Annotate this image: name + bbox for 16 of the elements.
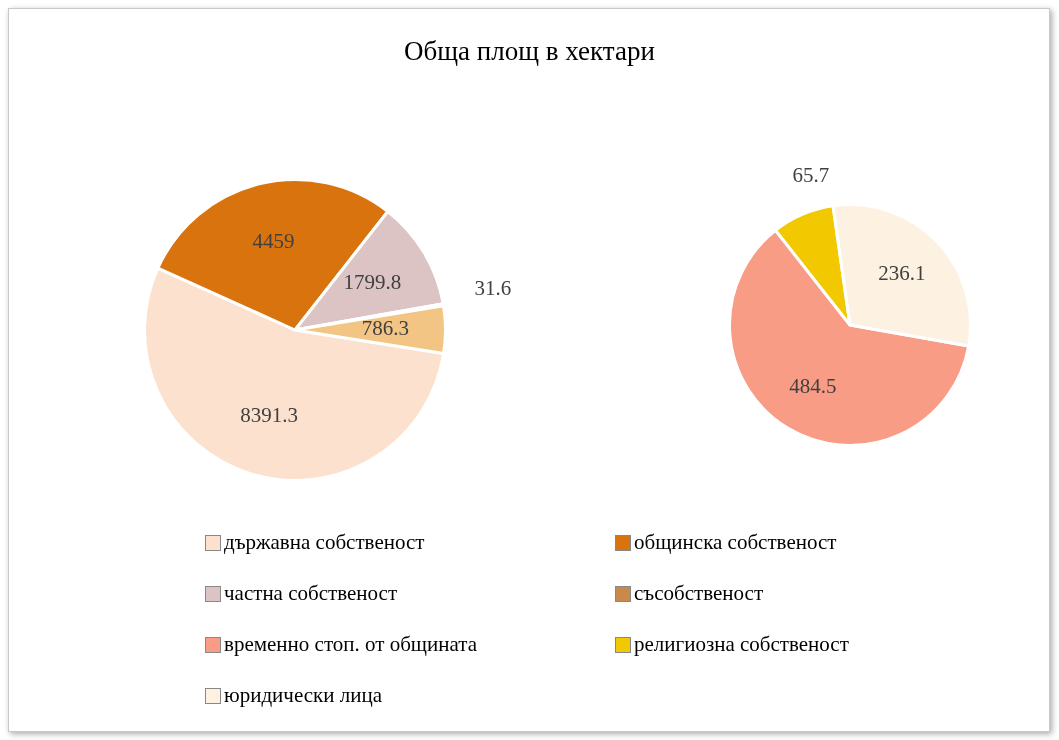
- data-label: 1799.8: [343, 270, 402, 295]
- data-label: 4459: [252, 228, 295, 253]
- legend-label: частна собственост: [224, 581, 398, 606]
- data-label: 236.1: [878, 261, 926, 286]
- data-label: 65.7: [792, 163, 830, 188]
- legend-label: юридически лица: [224, 683, 383, 708]
- legend-label: общинска собственост: [634, 530, 837, 555]
- data-label: 786.3: [361, 316, 409, 341]
- legend-label: държавна собственост: [224, 530, 425, 555]
- data-label: 484.5: [789, 373, 837, 398]
- data-label: 31.6: [474, 276, 512, 301]
- legend-label: съсобственост: [634, 581, 764, 606]
- legend-label: религиозна собственост: [634, 632, 849, 657]
- data-label: 8391.3: [240, 403, 298, 428]
- legend-label: временно стоп. от общината: [224, 632, 478, 657]
- chart-title: Обща площ в хектари: [403, 36, 656, 67]
